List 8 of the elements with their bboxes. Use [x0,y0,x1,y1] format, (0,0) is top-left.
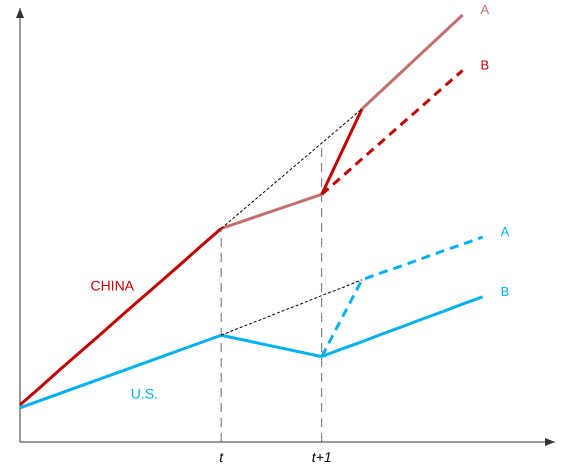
series-label: A [500,224,510,240]
series-label: A [480,2,490,17]
series-label: B [500,284,510,299]
series-label: CHINA [90,277,135,294]
series-label: B [480,58,490,73]
x-tick-label: t+1 [312,448,332,465]
series-label: U.S. [130,385,158,402]
x-tick-label: t [219,448,224,465]
